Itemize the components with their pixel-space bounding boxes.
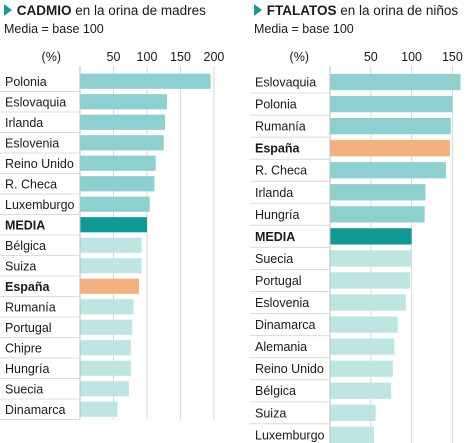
tick-label: 200 xyxy=(204,50,225,64)
triangle-icon xyxy=(4,4,12,16)
bar-suecia xyxy=(330,250,412,267)
category-label-dinamarca: Dinamarca xyxy=(5,403,65,417)
bar-eslovaquia xyxy=(80,94,168,110)
bar-portugal xyxy=(80,319,133,335)
category-label-suiza: Suiza xyxy=(5,259,36,273)
ftalatos-chart: (%) 50 100 150 Eslovaquia Polonia Rumanía Españ… xyxy=(250,50,463,443)
category-label-hungria: Hungría xyxy=(255,208,300,222)
bar-eslovenia xyxy=(80,135,164,151)
category-label-reino-unido: Reino Unido xyxy=(5,157,74,171)
category-label-eslovaquia: Eslovaquia xyxy=(5,95,66,109)
category-label-luxemburgo: Luxemburgo xyxy=(255,428,325,442)
bar-hungria xyxy=(330,206,425,223)
bar-eslovenia xyxy=(330,294,406,311)
bar-r-checa xyxy=(80,176,155,192)
category-label-irlanda: Irlanda xyxy=(255,186,293,200)
category-label-r-checa: R. Checa xyxy=(255,164,307,178)
category-label-eslovaquia: Eslovaquia xyxy=(255,76,316,90)
bar-rumania xyxy=(330,117,451,135)
chart-title: FTALATOS en la orina de niños xyxy=(254,3,458,19)
cadmio-chart: (%) 50 100 150 200 Polonia Eslovaquia Irlanda Es… xyxy=(0,50,225,420)
category-label-media: MEDIA xyxy=(5,218,45,232)
bar-r-checa xyxy=(330,162,446,179)
bar-hungria xyxy=(80,360,131,376)
category-label-espana: España xyxy=(255,142,301,156)
category-label-chipre: Chipre xyxy=(5,341,42,355)
category-label-suecia: Suecia xyxy=(5,382,43,396)
tick-label: 100 xyxy=(401,50,422,64)
tick-label: 50 xyxy=(364,50,378,64)
category-label-alemania: Alemania xyxy=(255,340,307,354)
category-label-belgica: Bélgica xyxy=(5,239,46,253)
chart-title-suffix: en la orina de madres xyxy=(75,3,206,18)
category-label-portugal: Portugal xyxy=(5,321,52,335)
triangle-icon xyxy=(254,4,262,16)
bar-reino-unido xyxy=(80,155,156,171)
bar-portugal xyxy=(330,272,410,289)
bar-chipre xyxy=(80,340,131,356)
bar-irlanda xyxy=(330,184,426,201)
category-label-espana: España xyxy=(5,280,51,294)
tick-label: 150 xyxy=(170,50,191,64)
tick-label: 150 xyxy=(442,50,463,64)
category-label-belgica: Bélgica xyxy=(255,384,296,398)
bar-suecia xyxy=(80,381,129,397)
tick-label: 50 xyxy=(107,50,121,64)
category-label-reino-unido: Reino Unido xyxy=(255,362,324,376)
category-label-hungria: Hungría xyxy=(5,362,50,376)
unit-label: (%) xyxy=(42,50,61,64)
tick-label: 100 xyxy=(137,50,158,64)
bar-polonia xyxy=(80,73,211,89)
bar-eslovaquia xyxy=(330,73,461,91)
category-label-r-checa: R. Checa xyxy=(5,177,57,191)
bar-dinamarca xyxy=(80,401,118,417)
chart-subtitle: Media = base 100 xyxy=(254,22,354,36)
bar-belgica xyxy=(80,237,142,253)
chart-subtitle: Media = base 100 xyxy=(4,22,104,36)
category-label-eslovenia: Eslovenia xyxy=(255,296,309,310)
chart-title-main: FTALATOS xyxy=(266,3,337,18)
bar-luxemburgo xyxy=(80,196,150,212)
bar-media xyxy=(80,217,147,233)
chart-title-main: CADMIO xyxy=(16,3,72,18)
bar-espana xyxy=(80,278,139,294)
category-label-eslovenia: Eslovenia xyxy=(5,136,59,150)
category-label-media: MEDIA xyxy=(255,230,295,244)
category-label-suiza: Suiza xyxy=(255,406,286,420)
bar-belgica xyxy=(330,382,392,399)
category-label-polonia: Polonia xyxy=(5,75,47,89)
category-label-irlanda: Irlanda xyxy=(5,116,43,130)
bar-dinamarca xyxy=(330,316,398,333)
bar-espana xyxy=(330,140,450,157)
bar-irlanda xyxy=(80,114,166,130)
category-label-dinamarca: Dinamarca xyxy=(255,318,315,332)
unit-label: (%) xyxy=(290,50,309,64)
bar-suiza xyxy=(80,258,142,274)
bar-suiza xyxy=(330,404,376,421)
bar-alemania xyxy=(330,338,395,355)
category-label-suecia: Suecia xyxy=(255,252,293,266)
chart-title: CADMIO en la orina de madres xyxy=(4,3,206,19)
bar-reino-unido xyxy=(330,360,393,377)
bar-polonia xyxy=(330,95,453,113)
category-label-portugal: Portugal xyxy=(255,274,302,288)
category-label-polonia: Polonia xyxy=(255,98,297,112)
bar-luxemburgo xyxy=(330,426,375,443)
bar-media xyxy=(330,228,412,245)
chart-title-suffix: en la orina de niños xyxy=(340,3,459,18)
category-label-rumania: Rumanía xyxy=(255,120,306,134)
category-label-luxemburgo: Luxemburgo xyxy=(5,198,75,212)
category-label-rumania: Rumanía xyxy=(5,300,56,314)
bar-rumania xyxy=(80,299,134,315)
